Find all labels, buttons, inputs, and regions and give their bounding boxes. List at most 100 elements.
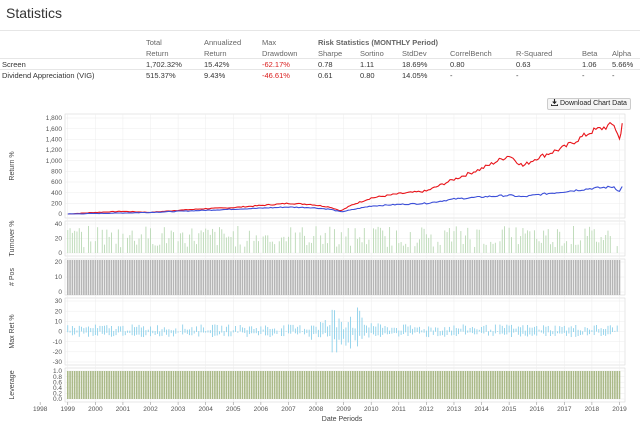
table-cell: 18.69% — [400, 57, 448, 69]
header-cell — [0, 47, 144, 58]
x-tick-label: 2009 — [336, 406, 351, 413]
table-cell: -62.17% — [260, 57, 316, 69]
y-tick-label: 0.8 — [53, 374, 62, 381]
performance-chart: 1,8001,6001,4001,2001,0008006004002000Re… — [9, 113, 627, 423]
y-tick-label: 0.6 — [53, 379, 62, 386]
table-cell: 9.43% — [202, 68, 260, 80]
y-tick-label: 20 — [55, 259, 63, 266]
table-cell: - — [514, 68, 580, 80]
table-cell: 15.42% — [202, 57, 260, 69]
x-tick-label: 2003 — [171, 406, 186, 413]
y-tick-label: 20 — [55, 308, 63, 315]
y-axis-label: Return % — [9, 151, 16, 180]
y-axis-label: # Pos — [9, 268, 16, 286]
x-axis-label: Date Periods — [322, 416, 363, 423]
divider — [0, 30, 640, 31]
y-tick-label: 0.2 — [53, 391, 62, 398]
y-axis-label: Leverage — [9, 370, 16, 399]
panel-frame — [64, 113, 626, 219]
y-tick-label: 1,400 — [46, 137, 63, 144]
y-tick-label: 0.0 — [53, 396, 62, 403]
table-cell: 0.80 — [448, 57, 514, 69]
x-tick-label: 2001 — [116, 406, 131, 413]
table-cell: - — [610, 68, 640, 80]
x-tick-label: 1998 — [33, 406, 48, 413]
y-axis-label: Max Ret % — [9, 314, 16, 348]
x-tick-label: 2004 — [198, 406, 213, 413]
y-tick-label: 30 — [55, 298, 63, 305]
x-tick-label: 2007 — [281, 406, 296, 413]
table-cell: - — [448, 68, 514, 80]
header-cell: StdDev — [402, 48, 427, 58]
row-label: Dividend Appreciation (VIG) — [0, 68, 144, 80]
table-cell: 1,702.32% — [144, 57, 202, 69]
y-axis-label: Turnover % — [9, 221, 16, 257]
header-cell: Total — [146, 38, 162, 47]
header-cell: Drawdown — [262, 48, 298, 58]
y-tick-label: 400 — [51, 190, 62, 197]
y-tick-label: 200 — [51, 201, 62, 208]
y-tick-label: 20 — [55, 236, 63, 243]
table-cell: 0.61 — [316, 68, 358, 80]
header-cell: Sortino — [360, 48, 384, 58]
page-title: Statistics — [6, 5, 63, 21]
y-tick-label: 40 — [55, 221, 63, 228]
x-tick-label: 2010 — [364, 406, 379, 413]
y-tick-label: 0 — [58, 289, 62, 296]
y-tick-label: 600 — [51, 179, 62, 186]
x-tick-label: 2016 — [529, 406, 544, 413]
table-cell: 0.78 — [316, 57, 358, 69]
header-cell: Beta — [582, 48, 598, 58]
download-chart-data-button[interactable]: Download Chart Data — [547, 98, 631, 110]
row-label: Screen — [0, 57, 144, 69]
header-cell: R-Squared — [516, 48, 553, 58]
x-tick-label: 2006 — [254, 406, 269, 413]
table-cell: 5.66% — [610, 57, 640, 69]
x-tick-label: 2013 — [447, 406, 462, 413]
header-cell: Alpha — [612, 48, 632, 58]
y-tick-label: 1,800 — [46, 115, 63, 122]
header-cell — [0, 36, 144, 47]
x-tick-label: 2005 — [226, 406, 241, 413]
header-cell: Return — [146, 48, 169, 58]
x-tick-label: 2002 — [143, 406, 158, 413]
y-tick-label: 0 — [58, 211, 62, 218]
y-tick-label: 0 — [58, 250, 62, 257]
table-cell: 1.06 — [580, 57, 610, 69]
x-tick-label: 2018 — [585, 406, 600, 413]
download-button-label: Download Chart Data — [560, 100, 627, 107]
y-tick-label: -20 — [53, 349, 63, 356]
x-tick-label: 2000 — [88, 406, 103, 413]
table-row: Dividend Appreciation (VIG) 515.37% 9.43… — [0, 68, 640, 80]
header-cell: Return — [204, 48, 227, 58]
y-tick-label: 1.0 — [53, 368, 62, 375]
header-cell: Annualized — [204, 38, 242, 47]
x-tick-label: 2019 — [612, 406, 627, 413]
table-cell: 1.11 — [358, 57, 400, 69]
header-cell: Max — [262, 38, 277, 47]
y-tick-label: 1,600 — [46, 126, 63, 133]
y-tick-label: 10 — [55, 274, 63, 281]
y-tick-label: -10 — [53, 339, 63, 346]
x-tick-label: 2011 — [392, 406, 406, 413]
x-tick-label: 2017 — [557, 406, 572, 413]
table-cell: -46.61% — [260, 68, 316, 80]
x-tick-label: 1999 — [61, 406, 76, 413]
series-line — [67, 185, 623, 215]
y-tick-label: 800 — [51, 169, 62, 176]
table-cell: 14.05% — [400, 68, 448, 80]
table-cell: 0.63 — [514, 57, 580, 69]
x-tick-label: 2012 — [419, 406, 434, 413]
table-cell: - — [580, 68, 610, 80]
y-tick-label: 10 — [55, 319, 63, 326]
table-cell: 0.80 — [358, 68, 400, 80]
risk-statistics-header: Risk Statistics (MONTHLY Period) — [318, 38, 439, 47]
y-tick-label: 1,000 — [46, 158, 63, 165]
y-tick-label: 0 — [58, 329, 62, 336]
header-cell: Sharpe — [318, 48, 343, 58]
y-tick-label: -30 — [53, 359, 63, 366]
y-tick-label: 1,200 — [46, 147, 63, 154]
x-tick-label: 2014 — [474, 406, 489, 413]
download-icon — [551, 99, 558, 106]
table-row: Screen 1,702.32% 15.42% -62.17% 0.78 1.1… — [0, 57, 640, 69]
